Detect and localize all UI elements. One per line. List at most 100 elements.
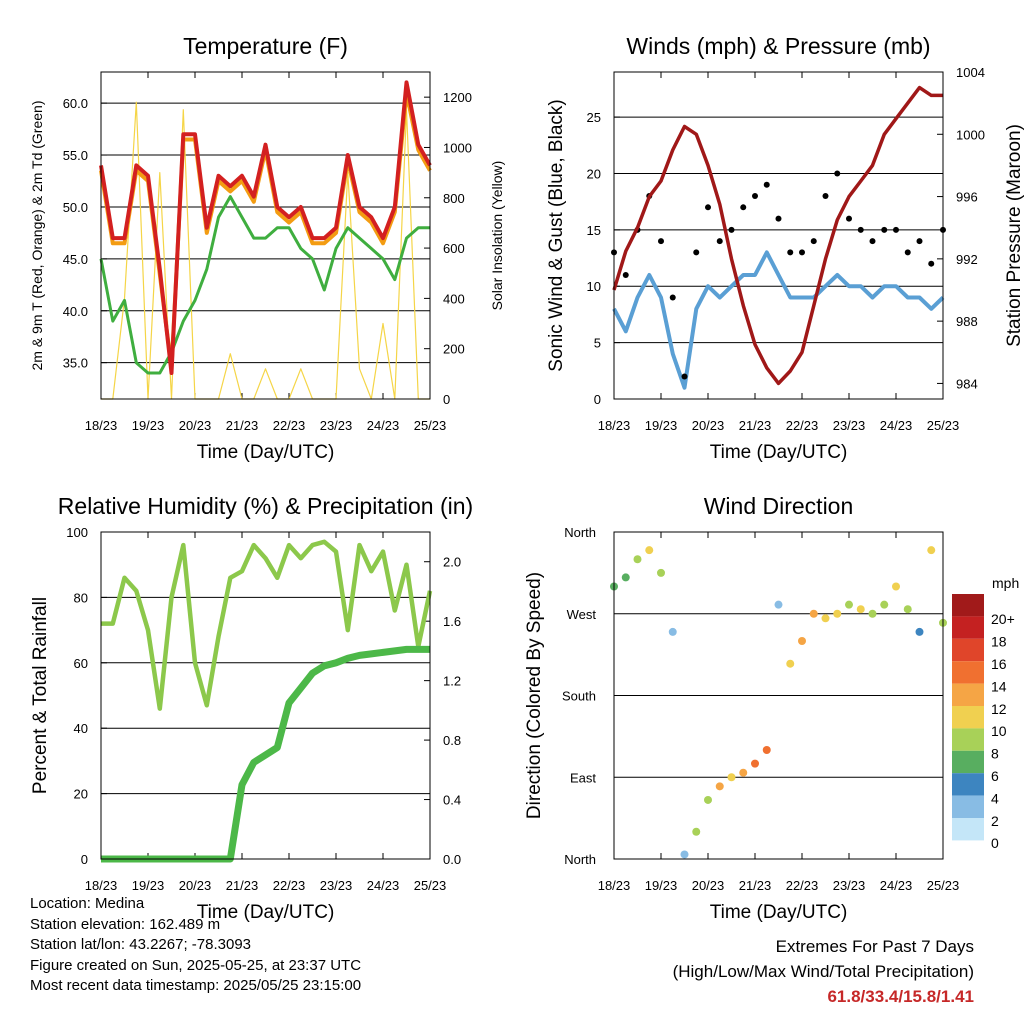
panel-1: Temperature (F) 18/23 19/23 20/23 21/23 22/23…	[29, 33, 505, 463]
y-axis-label: Percent & Total Rainfall	[30, 597, 51, 794]
extremes-values: 61.8/33.4/15.8/1.41	[827, 987, 974, 1006]
y-tick-label: 0	[81, 852, 88, 867]
y-tick-label: South	[562, 689, 596, 704]
colorbar-swatch	[952, 638, 984, 662]
direction-point	[845, 600, 853, 609]
direction-point	[868, 609, 877, 618]
temp-2m-line	[99, 80, 432, 375]
station-elevation: Station elevation: 162.489 m	[30, 915, 221, 933]
colorbar-swatch	[952, 594, 984, 617]
gust-point	[740, 204, 747, 211]
y2-tick-label: 0	[443, 392, 450, 407]
colorbar-swatch	[952, 616, 984, 639]
y-tick-label: 20	[587, 166, 601, 181]
x-tick-label: 24/23	[367, 878, 400, 893]
y2-tick-label: 1200	[443, 90, 472, 105]
gust-point	[705, 204, 711, 211]
panel-title: Wind Direction	[704, 493, 854, 519]
x-tick-label: 21/23	[226, 878, 259, 893]
direction-point	[762, 746, 771, 754]
panel-2: Winds (mph) & Pressure (mb) 18/23 19/23 20/…	[546, 33, 1024, 463]
x-tick-label: 22/23	[273, 418, 306, 433]
x-tick-label: 20/23	[692, 418, 725, 433]
x-tick-label: 19/23	[645, 418, 678, 433]
direction-point	[774, 600, 783, 609]
dewpoint-line	[99, 195, 430, 375]
colorbar-swatch	[952, 750, 984, 774]
colorbar-swatch	[952, 661, 984, 684]
direction-point	[657, 568, 665, 577]
y-tick-label: 100	[66, 525, 88, 540]
colorbar-label: 14	[991, 678, 1007, 694]
wind-speed-line	[612, 250, 945, 390]
y-tick-label: North	[564, 525, 596, 540]
x-tick-label: 24/23	[880, 418, 913, 433]
direction-point	[915, 627, 924, 636]
direction-point	[821, 614, 830, 623]
y-tick-label: 25	[587, 110, 601, 125]
direction-point	[692, 827, 701, 836]
extremes-title: Extremes For Past 7 Days	[775, 937, 974, 956]
y2-tick-label: 0.8	[443, 733, 461, 748]
direction-point	[903, 605, 912, 614]
data-timestamp: Most recent data timestamp: 2025/05/25 2…	[30, 977, 362, 994]
colorbar-label: 16	[991, 656, 1007, 672]
x-tick-label: 18/23	[598, 418, 631, 433]
y2-tick-label: 988	[956, 314, 978, 329]
y-tick-label: 15	[587, 223, 601, 238]
y-tick-label: 10	[587, 279, 601, 294]
direction-point	[727, 773, 736, 782]
direction-point	[798, 637, 806, 645]
x-tick-label: 19/23	[132, 418, 165, 433]
x-tick-label: 25/23	[414, 418, 447, 433]
x-tick-label: 23/23	[833, 418, 866, 433]
y-tick-label: North	[564, 852, 596, 867]
gust-point	[916, 238, 923, 245]
gust-point	[893, 226, 899, 233]
y2-tick-label: 1000	[956, 127, 985, 142]
x-tick-label: 21/23	[739, 878, 772, 893]
direction-point	[856, 605, 865, 614]
extremes-subtitle: (High/Low/Max Wind/Total Precipitation)	[672, 962, 974, 981]
y-tick-label: West	[567, 607, 597, 622]
gust-point	[658, 238, 664, 245]
pressure-line	[612, 85, 943, 386]
gust-point	[822, 193, 829, 200]
y2-tick-label: 984	[956, 376, 978, 391]
y-tick-label: 0	[594, 392, 601, 407]
x-tick-label: 23/23	[320, 418, 353, 433]
y2-tick-label: 0.4	[443, 793, 461, 808]
x-tick-label: 25/23	[414, 878, 447, 893]
colorbar-label: 10	[991, 723, 1007, 739]
panel-3: Relative Humidity (%) & Precipitation (i…	[30, 493, 473, 923]
direction-point	[715, 782, 724, 791]
plot-border	[100, 531, 431, 860]
x-tick-label: 21/23	[226, 418, 259, 433]
colorbar-label: 12	[991, 701, 1007, 717]
x-tick-label: 19/23	[645, 878, 678, 893]
station-location: Location: Medina	[30, 895, 145, 912]
y-tick-label: 35.0	[63, 356, 88, 371]
colorbar-swatch	[952, 683, 984, 706]
direction-point	[645, 546, 654, 555]
y-tick-label: 60.0	[63, 96, 88, 111]
y-tick-label: 40.0	[63, 304, 88, 319]
y-tick-label: 60	[74, 656, 88, 671]
y2-tick-label: 0.0	[443, 852, 461, 867]
y-tick-label: 55.0	[63, 148, 88, 163]
y2-axis-label: Solar Insolation (Yellow)	[489, 161, 505, 311]
gust-point	[763, 181, 770, 188]
direction-point	[809, 609, 818, 618]
colorbar-label: 18	[991, 634, 1007, 650]
gust-point	[716, 238, 723, 245]
y-tick-label: 80	[74, 590, 88, 605]
colorbar-swatch	[952, 728, 984, 751]
y-tick-label: 40	[74, 721, 88, 736]
y2-tick-label: 2.0	[443, 555, 461, 570]
x-tick-label: 24/23	[367, 418, 400, 433]
direction-point	[633, 555, 642, 564]
y2-tick-label: 200	[443, 342, 465, 357]
direction-point	[927, 546, 936, 555]
y-axis-label: 2m & 9m T (Red, Orange) & 2m Td (Green)	[29, 101, 45, 371]
